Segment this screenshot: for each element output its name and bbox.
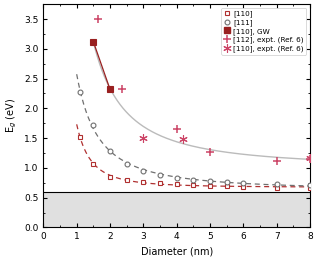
Legend: [110], [111], [110], GW, [112], expt. (Ref. 6), [110], expt. (Ref. 6): [110], [111], [110], GW, [112], expt. (R… xyxy=(221,8,306,55)
X-axis label: Diameter (nm): Diameter (nm) xyxy=(140,247,213,257)
Y-axis label: E$_g$ (eV): E$_g$ (eV) xyxy=(4,98,19,133)
